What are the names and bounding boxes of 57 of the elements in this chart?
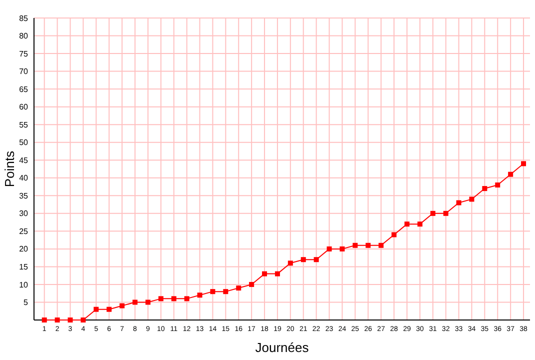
y-tick-label: 85 (19, 14, 29, 23)
point (417, 222, 422, 227)
y-tick-label: 70 (19, 67, 29, 76)
point (378, 242, 384, 248)
point (236, 286, 242, 291)
y-tick-label: 30 (19, 209, 29, 218)
point (300, 257, 306, 262)
y-tick-label: 20 (19, 244, 29, 254)
point (223, 289, 228, 294)
point (197, 292, 202, 298)
point (404, 222, 410, 227)
point (482, 186, 488, 192)
y-tick-label: 65 (19, 84, 29, 94)
point (508, 172, 514, 177)
point (106, 306, 112, 312)
x-axis-title: Journées (255, 340, 310, 355)
y-tick-label: 50 (19, 138, 29, 148)
y-axis-title: Points (2, 150, 17, 188)
point (68, 318, 73, 322)
point (171, 296, 176, 302)
point (366, 242, 371, 248)
point (42, 318, 47, 322)
point (288, 260, 293, 266)
point (80, 318, 86, 322)
point (352, 242, 358, 248)
point (184, 296, 190, 302)
y-tick-label: 5 (24, 298, 29, 308)
point (456, 200, 462, 206)
point (262, 271, 268, 276)
point (120, 303, 125, 308)
y-tick-label: 40 (19, 174, 29, 183)
point (430, 210, 436, 216)
point (210, 289, 216, 294)
point (392, 232, 397, 238)
point (314, 257, 319, 262)
point (495, 182, 500, 188)
point (340, 246, 345, 252)
point (54, 318, 60, 322)
y-tick-label: 10 (19, 280, 29, 290)
point (469, 196, 474, 202)
point (443, 210, 448, 216)
y-tick-label: 75 (19, 49, 29, 58)
y-tick-label: 35 (19, 191, 29, 200)
y-tick-label: 80 (19, 32, 29, 41)
point (132, 300, 138, 305)
point (521, 161, 526, 166)
point (145, 300, 150, 305)
y-tick-label: 25 (19, 226, 29, 236)
point (326, 246, 332, 252)
y-tick-label: 45 (19, 156, 29, 165)
y-tick-label: 60 (19, 102, 29, 112)
y-tick-label: 15 (19, 262, 29, 272)
point (274, 271, 280, 276)
point (249, 282, 254, 287)
point (94, 306, 99, 312)
y-tick-label: 55 (19, 120, 29, 130)
point (158, 296, 164, 302)
